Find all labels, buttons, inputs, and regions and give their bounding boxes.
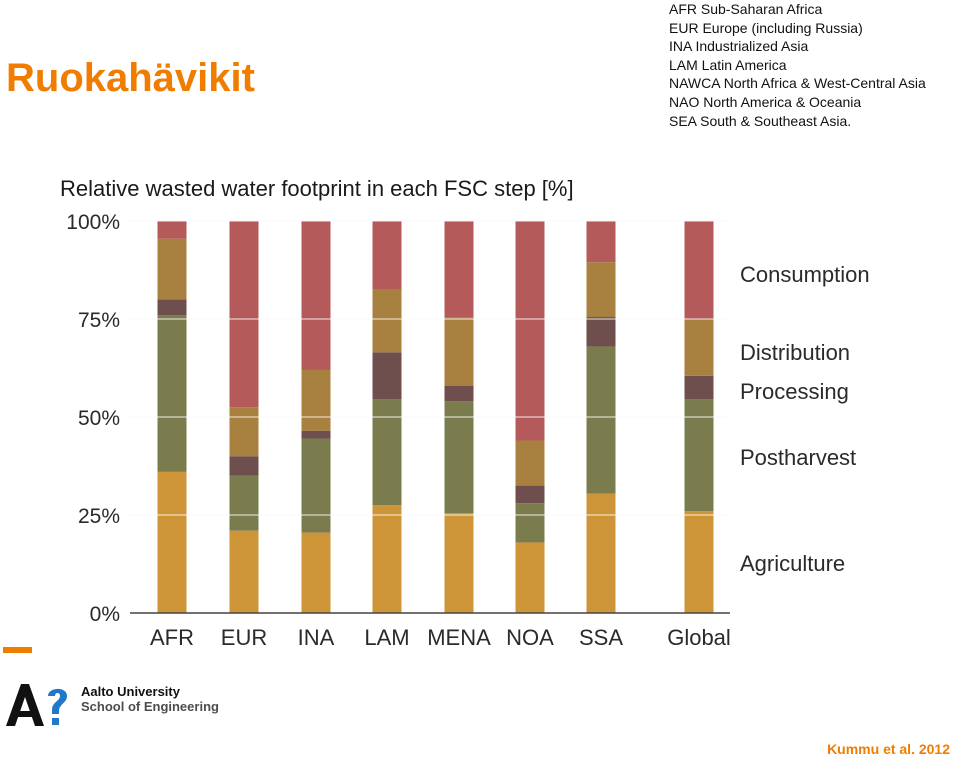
bar-segment-consumption [515,221,545,441]
y-tick-label: 75% [78,309,120,332]
bar-segment-consumption [372,221,402,290]
x-tick-label: LAM [364,625,409,650]
bar-segment-consumption [444,221,474,318]
x-tick-label: Global [667,625,731,650]
bar-segment-agriculture [684,511,714,613]
bar-segment-distribution [301,369,331,431]
bar-segment-distribution [586,262,616,318]
bar-segment-consumption [301,221,331,370]
abbreviation-item: LAM Latin America [669,56,787,73]
bar-segment-postharvest [157,315,187,472]
university-name: Aalto University [81,684,180,699]
x-tick-label: AFR [150,625,194,650]
legend-label: Distribution [740,340,850,365]
y-tick-label: 100% [66,211,120,234]
bar-segment-agriculture [229,530,259,613]
bar-segment-processing [372,352,402,400]
bar-segment-agriculture [515,542,545,613]
y-tick-label: 0% [90,603,120,626]
abbreviation-item: EUR Europe (including Russia) [669,19,863,36]
bar-segment-distribution [157,238,187,300]
x-tick-label: INA [298,625,335,650]
bar-segment-distribution [515,440,545,486]
bar-segment-processing [515,485,545,504]
legend-label: Postharvest [740,445,856,470]
bar-segment-distribution [444,317,474,386]
x-tick-label: EUR [221,625,267,650]
bar-segment-consumption [157,221,187,239]
x-tick-label: MENA [427,625,491,650]
bar-segment-processing [229,456,259,476]
bar-segment-processing [301,430,331,439]
bar-segment-processing [586,317,616,347]
bar-segment-consumption [229,221,259,408]
bar-segment-postharvest [229,475,259,531]
bar-segment-postharvest [586,346,616,494]
bar-segment-distribution [684,319,714,376]
x-tick-label: NOA [506,625,554,650]
x-tick-label: SSA [579,625,623,650]
bar-segment-distribution [229,407,259,457]
bar-segment-processing [684,375,714,400]
bar-segment-processing [444,385,474,402]
bar-segment-agriculture [301,532,331,613]
bar-segment-consumption [684,221,714,319]
abbreviation-item: SEA South & Southeast Asia. [669,112,852,129]
school-name: School of Engineering [81,699,219,714]
legend-label: Processing [740,379,849,404]
y-tick-label: 25% [78,505,120,528]
bar-segment-agriculture [444,513,474,613]
bar-segment-agriculture [586,493,616,613]
legend-label: Agriculture [740,551,845,576]
bar-segment-agriculture [157,471,187,613]
citation: Kummu et al. 2012 [827,741,950,757]
aalto-logo-icon [6,684,67,726]
abbreviation-item: NAWCA North Africa & West-Central Asia [669,75,926,92]
bar-segment-postharvest [684,399,714,512]
y-tick-label: 50% [78,407,120,430]
abbreviation-item: INA Industrialized Asia [669,38,809,55]
bar-segment-postharvest [444,401,474,514]
bar-segment-postharvest [372,399,402,506]
bar-segment-distribution [372,289,402,353]
bar-segment-postharvest [515,503,545,543]
bar-segment-consumption [586,221,616,263]
bar-segment-processing [157,299,187,316]
legend-label: Consumption [740,262,870,287]
abbreviation-item: NAO North America & Oceania [669,93,862,110]
bar-segment-agriculture [372,505,402,613]
abbreviation-item: AFR Sub-Saharan Africa [669,1,823,17]
slide-title: Ruokahävikit [6,56,255,100]
chart-title: Relative wasted water footprint in each … [60,176,574,201]
bar-segment-postharvest [301,438,331,533]
abbreviation-list: AFR Sub-Saharan Africa EUR Europe (inclu… [669,0,926,130]
orange-accent-dash [3,647,32,653]
